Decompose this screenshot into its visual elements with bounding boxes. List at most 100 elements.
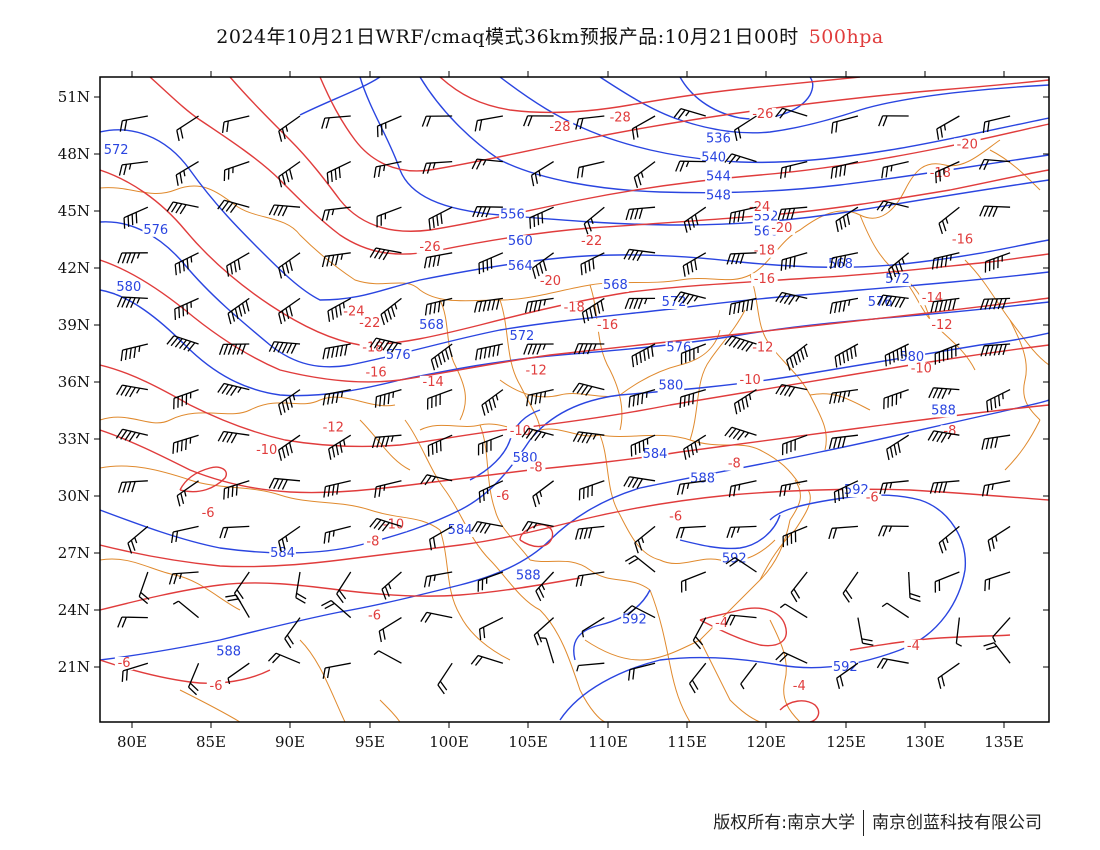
wind-barb <box>376 115 402 138</box>
wind-barb <box>692 617 707 650</box>
wind-barb <box>422 160 453 175</box>
height-contour-label: 588 <box>931 403 956 418</box>
wind-barb <box>278 389 301 416</box>
height-label-bg <box>269 546 296 560</box>
temperature-label-bg <box>790 679 809 693</box>
wind-barb <box>268 477 301 490</box>
lon-label: 130E <box>905 733 945 751</box>
height-contour-label: 576 <box>386 348 411 363</box>
temperature-label-bg <box>198 506 218 520</box>
wind-barb <box>174 297 199 320</box>
wind-barb <box>828 525 858 540</box>
wind-barb <box>886 434 909 461</box>
temperature-label-bg <box>904 639 923 653</box>
temperature-label-bg <box>746 201 773 214</box>
wind-barb <box>634 525 656 554</box>
wind-barb <box>581 297 605 324</box>
height-label-bg <box>508 330 536 344</box>
wind-barb <box>523 343 554 355</box>
temperature-contour-label: -26 <box>752 107 773 122</box>
lat-label: 33N <box>58 430 90 448</box>
wind-barb <box>876 200 909 212</box>
wind-barb <box>726 525 757 539</box>
lat-label: 45N <box>58 202 90 220</box>
temperature-contour-label: -4 <box>715 616 728 631</box>
temperature-contour-label: -18 <box>754 244 775 259</box>
wind-barb <box>624 297 656 310</box>
height-contour-label: 588 <box>516 569 541 584</box>
temperature-contour-label: -16 <box>754 272 775 287</box>
lon-label: 100E <box>429 733 469 751</box>
height-contour-label: 588 <box>690 472 715 487</box>
wind-barb <box>931 252 960 270</box>
wind-barb <box>227 297 250 325</box>
temperature-contour-label: -16 <box>597 318 618 333</box>
lon-label: 135E <box>984 733 1024 751</box>
wind-barb <box>775 291 808 305</box>
wind-barb <box>937 662 960 689</box>
height-label-bg <box>507 235 534 249</box>
wind-barb <box>979 205 1011 218</box>
wind-barb <box>429 525 453 551</box>
temperature-contours <box>100 77 1049 722</box>
temperature-label-bg <box>507 425 534 439</box>
wind-barb <box>835 206 859 233</box>
temperature-label-bg <box>206 679 226 693</box>
wind-barb <box>176 115 199 142</box>
temperature-label-bg <box>736 373 764 387</box>
wind-barb <box>574 525 605 540</box>
wind-barb <box>836 662 859 689</box>
wind-barb <box>373 650 402 664</box>
height-contour-label: 544 <box>706 170 731 185</box>
lon-ticks <box>131 71 1005 728</box>
wind-barb <box>938 206 960 235</box>
lat-label: 21N <box>58 658 90 676</box>
wind-barb <box>374 388 402 408</box>
wind-barb <box>477 434 504 456</box>
wind-barb <box>115 428 148 442</box>
temperature-label-bg <box>953 138 981 152</box>
wind-barb <box>118 160 148 176</box>
wind-barb <box>267 652 301 664</box>
wind-barb <box>278 252 301 279</box>
temperature-contour-label: -4 <box>793 679 806 694</box>
temperature-contour-labels: -28-28-26-26-24-24-22-22-20-20-20-18-18-… <box>114 107 981 694</box>
height-label-bg <box>102 144 130 157</box>
height-label-bg <box>499 208 526 222</box>
wind-barb <box>726 252 757 265</box>
wind-barb <box>576 160 605 179</box>
wind-barb <box>268 204 301 217</box>
wind-barb <box>927 430 960 443</box>
copyright-right: 南京创蓝科技有限公司 <box>872 813 1042 833</box>
wind-barb <box>857 617 874 646</box>
wind-barb <box>833 480 859 503</box>
temperature-contour-label: -14 <box>423 375 444 390</box>
copyright-footer: 版权所有:南京大学 南京创蓝科技有限公司 <box>713 808 1042 836</box>
wind-barb <box>117 252 148 264</box>
height-label-bg <box>384 349 412 363</box>
temperature-contour-label: -24 <box>749 200 770 215</box>
wind-barb <box>532 480 555 508</box>
wind-barb <box>423 252 453 269</box>
wind-barb <box>223 480 250 500</box>
height-label-bg <box>930 404 957 418</box>
wind-barb <box>380 297 402 326</box>
lon-label: 125E <box>826 733 866 751</box>
wind-barb <box>633 161 656 189</box>
wind-barb <box>176 480 199 507</box>
wind-barb <box>928 387 960 399</box>
wind-barb <box>428 206 453 231</box>
wind-barb <box>470 654 504 666</box>
wind-barb <box>630 434 656 457</box>
wind-barb <box>420 474 453 486</box>
lat-label: 48N <box>58 145 90 163</box>
wind-barb <box>323 525 351 544</box>
height-label-bg <box>705 189 732 203</box>
wind-barb <box>782 525 808 548</box>
temperature-label-bg <box>359 341 387 355</box>
temperature-contour-label: -20 <box>771 221 792 236</box>
lat-label: 24N <box>58 601 90 619</box>
height-label-bg <box>700 151 727 165</box>
height-label-bg <box>507 259 534 273</box>
lat-label: 27N <box>58 544 90 562</box>
